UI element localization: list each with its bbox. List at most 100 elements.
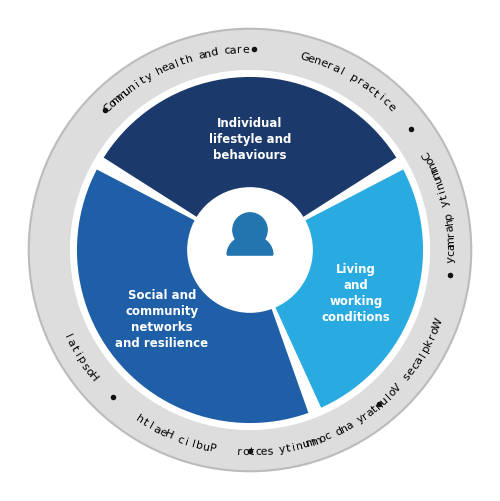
Text: W: W [431, 316, 444, 330]
Circle shape [71, 72, 429, 429]
Text: V: V [391, 382, 404, 394]
Text: p: p [420, 342, 432, 354]
Text: r: r [427, 332, 438, 340]
Text: s: s [79, 360, 90, 371]
Text: p: p [348, 72, 360, 84]
Text: h: h [154, 65, 165, 77]
Text: o: o [318, 432, 328, 444]
Text: n: n [295, 439, 304, 451]
Text: t: t [371, 88, 380, 99]
Text: c: c [176, 433, 186, 445]
Polygon shape [227, 235, 273, 255]
Text: h: h [444, 216, 454, 225]
Text: e: e [385, 101, 397, 113]
Text: r: r [237, 446, 242, 456]
Text: c: c [223, 46, 230, 56]
Text: y: y [440, 198, 451, 206]
Text: r: r [354, 76, 364, 87]
Text: l: l [384, 392, 393, 401]
Text: a: a [229, 45, 237, 56]
Text: y: y [446, 256, 456, 263]
Text: p: p [442, 210, 454, 219]
Text: o: o [107, 98, 118, 109]
Text: e: e [260, 446, 268, 456]
Text: n: n [434, 179, 446, 189]
Text: o: o [387, 386, 399, 398]
Text: c: c [365, 84, 376, 95]
Text: t: t [370, 403, 380, 413]
Text: r: r [446, 231, 456, 236]
Circle shape [28, 30, 471, 471]
Text: a: a [444, 223, 456, 231]
Text: r: r [237, 45, 242, 55]
Text: m: m [110, 92, 125, 107]
Text: u: u [122, 85, 133, 97]
Text: l: l [147, 420, 155, 430]
Text: l: l [190, 438, 196, 448]
Text: H: H [162, 428, 174, 440]
Text: Social and
community
networks
and resilience: Social and community networks and resili… [116, 289, 208, 350]
Text: c: c [254, 446, 261, 456]
Text: u: u [301, 438, 310, 449]
Text: m: m [310, 433, 324, 446]
Text: m: m [304, 435, 318, 448]
Text: m: m [428, 165, 442, 179]
Text: e: e [405, 365, 417, 377]
Text: i: i [134, 79, 142, 89]
Text: i: i [437, 187, 448, 193]
Text: n: n [339, 422, 350, 434]
Text: a: a [344, 419, 355, 431]
Text: k: k [424, 337, 436, 347]
Text: r: r [326, 61, 334, 72]
Text: t: t [180, 56, 187, 66]
Text: n: n [374, 398, 386, 410]
Text: a: a [65, 337, 77, 348]
Text: H: H [86, 370, 100, 383]
Text: d: d [334, 425, 344, 437]
Text: t: t [141, 417, 150, 427]
Text: l: l [62, 332, 73, 340]
Text: e: e [306, 53, 316, 65]
Text: o: o [83, 365, 95, 377]
Text: P: P [208, 442, 216, 453]
Text: o: o [242, 446, 249, 456]
Text: l: l [174, 58, 180, 68]
Text: t: t [285, 442, 291, 453]
Text: a: a [359, 79, 370, 92]
Text: b: b [195, 439, 204, 451]
Text: G: G [298, 51, 310, 63]
Text: c: c [410, 360, 421, 371]
Text: C: C [102, 102, 115, 114]
Text: i: i [291, 441, 296, 452]
Text: m: m [115, 88, 130, 102]
Text: n: n [203, 49, 212, 60]
Text: a: a [152, 422, 162, 434]
Text: m: m [426, 159, 440, 173]
Wedge shape [250, 169, 426, 411]
Text: t: t [68, 344, 80, 353]
Text: s: s [266, 445, 273, 456]
Text: n: n [126, 81, 138, 94]
Text: m: m [446, 234, 456, 245]
Circle shape [233, 213, 267, 247]
Text: i: i [72, 350, 83, 358]
Text: e: e [242, 45, 250, 55]
Text: n: n [312, 55, 322, 67]
Text: a: a [330, 63, 341, 75]
Text: a: a [446, 243, 456, 250]
Wedge shape [74, 169, 309, 427]
Text: e: e [158, 425, 168, 437]
Text: a: a [197, 50, 206, 61]
Text: c: c [324, 430, 333, 441]
Text: y: y [278, 443, 286, 454]
Text: y: y [143, 71, 154, 83]
Text: Living
and
working
conditions: Living and working conditions [322, 263, 390, 324]
Text: Individual
lifestyle and
behaviours: Individual lifestyle and behaviours [209, 116, 291, 161]
Text: a: a [364, 406, 376, 418]
Text: h: h [184, 53, 194, 65]
Text: h: h [134, 412, 145, 425]
Text: e: e [318, 58, 328, 69]
Text: e: e [160, 62, 170, 74]
Text: s: s [402, 371, 412, 382]
Text: i: i [376, 93, 386, 103]
